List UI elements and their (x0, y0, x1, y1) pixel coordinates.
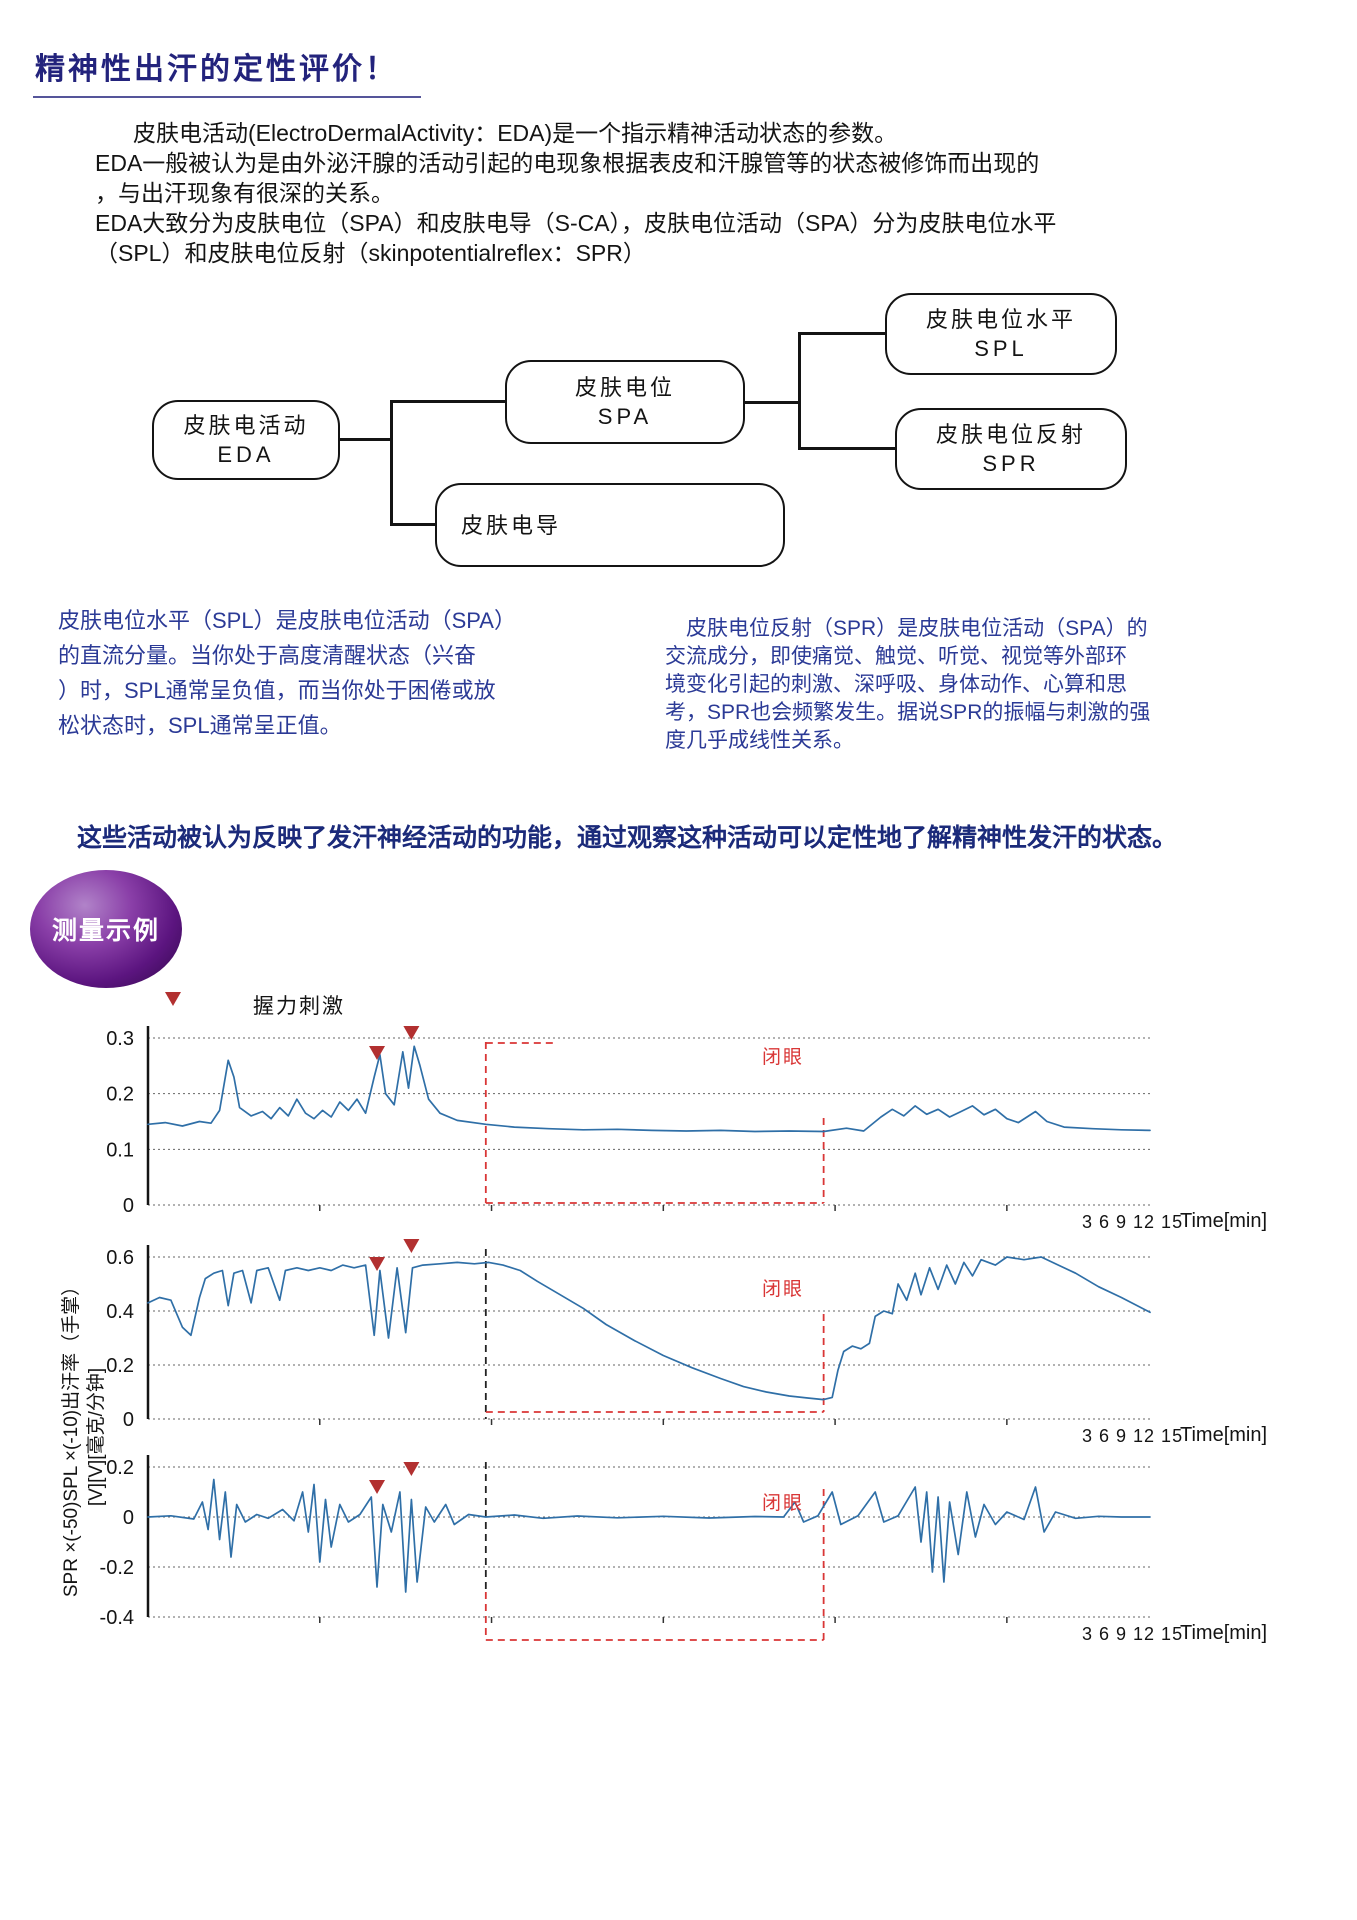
intro-line: 皮肤电活动(ElectroDermalActivity：EDA)是一个指示精神活… (133, 120, 898, 146)
flowchart-box-spr: 皮肤电位反射 SPR (895, 408, 1127, 490)
connector-line (340, 438, 392, 441)
flowchart-box-spl: 皮肤电位水平 SPL (885, 293, 1117, 375)
y-tick-label: 0.2 (106, 1457, 134, 1479)
y-tick-label: 0 (123, 1195, 134, 1217)
y-tick-label: 0.4 (106, 1301, 134, 1323)
stimulus-triangle-icon (369, 1480, 386, 1494)
spl-description-line: 皮肤电位水平（SPL）是皮肤电位活动（SPA） (58, 608, 516, 633)
flowchart-box-eda-abbr: EDA (217, 442, 275, 467)
flowchart-box-spa-abbr: SPA (597, 404, 653, 429)
stimulus-triangle-icon (403, 1462, 420, 1476)
chart-1: 0.3 0.2 0.1 0 (106, 1026, 1151, 1217)
series-line (147, 1478, 1151, 1593)
x-tick-labels-chart1: 3 6 9 12 15 (1082, 1212, 1184, 1232)
flowchart-box-spa: 皮肤电位 SPA (505, 360, 745, 444)
connector-line (798, 447, 895, 450)
flowchart-box-spl-abbr: SPL (974, 336, 1028, 361)
spl-description-line: 的直流分量。当你处于高度清醒状态（兴奋 (58, 643, 477, 668)
intro-line: ，与出汗现象有很深的关系。 (95, 180, 394, 206)
y-tick-label: -0.4 (100, 1607, 134, 1629)
y-axis-label-line1: SPR ×(-50)SPL ×(-10)出汗率（手掌） (61, 1276, 82, 1598)
flowchart-box-skin-conductance: 皮肤电导 (435, 483, 785, 567)
grip-stimulus-label: 握力刺激 (253, 995, 345, 1018)
connector-line (390, 400, 393, 525)
y-axis-label-line2: [V][V][毫克/分钟] (86, 1367, 107, 1507)
y-tick-label: 0 (123, 1507, 134, 1529)
chart-2: 0.6 0.4 0.2 0 (106, 1239, 1151, 1431)
stimulus-triangle-icon (403, 1239, 420, 1253)
closed-eye-label-chart3: 闭眼 (762, 1493, 805, 1514)
connector-line (798, 332, 801, 450)
y-tick-label: 0.6 (106, 1247, 134, 1269)
eda-charts: 0.3 0.2 0.1 0 0.6 0.4 0.2 0 0.2 0 -0.2 -0.4 (100, 1026, 1151, 1641)
spr-description-line: 皮肤电位反射（SPR）是皮肤电位活动（SPA）的 (665, 617, 1148, 640)
flowchart-box-spl-label: 皮肤电位水平 (925, 307, 1076, 332)
x-tick-labels-chart3: 3 6 9 12 15 (1082, 1624, 1184, 1644)
y-axis-label: SPR ×(-50)SPL ×(-10)出汗率（手掌） [V][V][毫克/分钟… (59, 1277, 109, 1597)
series-line (147, 1256, 1151, 1401)
spr-description: 皮肤电位反射（SPR）是皮肤电位活动（SPA）的 交流成分，即使痛觉、触觉、听觉… (665, 615, 1150, 755)
spr-description-line: 考，SPR也会频繁发生。据说SPR的振幅与刺激的强 (665, 701, 1151, 724)
spr-description-line: 境变化引起的刺激、深呼吸、身体动作、心算和思 (665, 673, 1127, 696)
connector-line (390, 523, 435, 526)
x-tick-labels-chart2: 3 6 9 12 15 (1082, 1426, 1184, 1446)
series-line (147, 1045, 1151, 1133)
x-axis-unit-chart2: Time[min] (1180, 1424, 1268, 1446)
flowchart-box-spr-label: 皮肤电位反射 (935, 422, 1086, 447)
summary-sentence: 这些活动被认为反映了发汗神经活动的功能，通过观察这种活动可以定性地了解精神性发汗… (77, 824, 1178, 852)
stimulus-triangle-icon (369, 1257, 386, 1271)
y-tick-label: 0.2 (106, 1084, 134, 1106)
flowchart-box-eda-label: 皮肤电活动 (183, 413, 309, 438)
spl-description-line: ）时，SPL通常呈负值，而当你处于困倦或放 (58, 678, 496, 703)
y-tick-label: 0.2 (106, 1355, 134, 1377)
closed-eye-label-chart2: 闭眼 (762, 1279, 805, 1300)
stimulus-triangle-icon (369, 1046, 386, 1060)
chart-3: 0.2 0 -0.2 -0.4 (100, 1455, 1151, 1641)
connector-line (745, 401, 800, 404)
intro-paragraph: 皮肤电活动(ElectroDermalActivity：EDA)是一个指示精神活… (95, 118, 1325, 268)
flowchart-box-spr-abbr: SPR (982, 451, 1040, 476)
spr-description-line: 交流成分，即使痛觉、触觉、听觉、视觉等外部环 (665, 645, 1127, 668)
stimulus-triangle-icon (403, 1026, 420, 1040)
y-tick-label: 0.1 (106, 1139, 134, 1161)
connector-line (390, 400, 505, 403)
flowchart-box-eda: 皮肤电活动 EDA (152, 400, 340, 480)
y-tick-label: 0.3 (106, 1028, 134, 1050)
intro-line: （SPL）和皮肤电位反射（skinpotentialreflex：SPR） (95, 240, 646, 266)
intro-line: EDA大致分为皮肤电位（SPA）和皮肤电导（S-CA），皮肤电位活动（SPA）分… (95, 210, 1057, 236)
y-tick-label: -0.2 (100, 1557, 134, 1579)
spl-description: 皮肤电位水平（SPL）是皮肤电位活动（SPA） 的直流分量。当你处于高度清醒状态… (58, 603, 516, 743)
spr-description-line: 度几乎成线性关系。 (665, 729, 854, 752)
x-axis-unit-chart3: Time[min] (1180, 1622, 1268, 1644)
stimulus-triangle-icon (165, 992, 181, 1006)
intro-line: EDA一般被认为是由外泌汗腺的活动引起的电现象根据表皮和汗腺管等的状态被修饰而出… (95, 150, 1040, 176)
spl-description-line: 松状态时，SPL通常呈正值。 (58, 713, 342, 738)
page-title: 精神性出汗的定性评价！ (33, 44, 421, 98)
measurement-example-badge-label: 测量示例 (51, 917, 160, 945)
connector-line (798, 332, 885, 335)
closed-eye-label-chart1: 闭眼 (762, 1047, 805, 1068)
measurement-example-badge: 测量示例 (30, 870, 182, 988)
flowchart-box-spa-label: 皮肤电位 (574, 375, 675, 400)
y-tick-label: 0 (123, 1409, 134, 1431)
flowchart-box-skin-conductance-label: 皮肤电导 (461, 512, 562, 538)
x-axis-unit-chart1: Time[min] (1180, 1210, 1268, 1232)
